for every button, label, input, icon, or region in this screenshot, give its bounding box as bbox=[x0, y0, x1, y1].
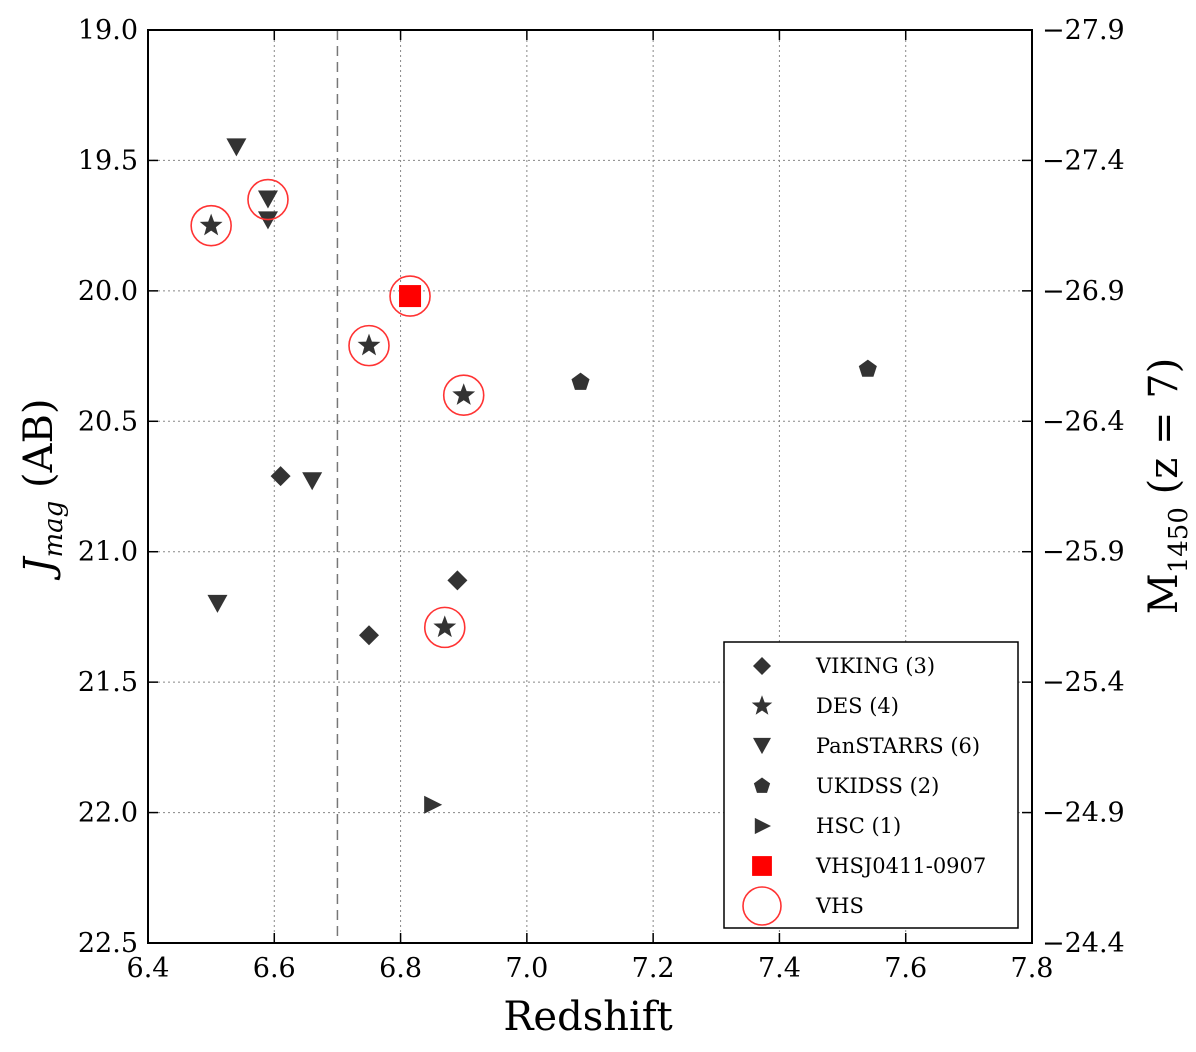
y2-tick-label: −27.9 bbox=[1042, 15, 1125, 46]
legend-marker-des bbox=[751, 695, 773, 715]
des-point bbox=[357, 333, 381, 356]
vhs-point bbox=[423, 606, 466, 649]
viking-point bbox=[270, 466, 291, 487]
y2-tick-label: −27.4 bbox=[1042, 145, 1125, 176]
data-points bbox=[190, 138, 877, 814]
x-tick-label: 7.6 bbox=[884, 953, 927, 984]
y-tick-label: 19.5 bbox=[78, 145, 138, 176]
legend-marker-hsc bbox=[754, 817, 771, 835]
vhs-point bbox=[348, 324, 390, 367]
legend-label: DES (4) bbox=[816, 694, 899, 718]
vhs-point bbox=[389, 275, 431, 317]
y-tick-label: 19.0 bbox=[78, 15, 138, 46]
x-axis-label: Redshift bbox=[503, 994, 672, 1040]
des-point bbox=[452, 383, 476, 405]
plot-frame bbox=[147, 29, 1033, 944]
x-tick-label: 6.4 bbox=[127, 953, 170, 984]
hsc-point bbox=[424, 795, 443, 814]
y2-axis-label-main: M bbox=[1141, 573, 1187, 614]
legend-marker-vhsj0411-0907 bbox=[752, 856, 772, 876]
legend-label: VHSJ0411-0907 bbox=[815, 854, 986, 878]
x-tick-label: 7.4 bbox=[758, 953, 801, 984]
legend-marker-viking bbox=[753, 657, 771, 675]
x-tick-label: 6.8 bbox=[379, 953, 422, 984]
x-tick-label: 6.6 bbox=[253, 953, 296, 984]
ukidss-point bbox=[571, 372, 590, 390]
legend-marker-vhs bbox=[742, 886, 782, 926]
y2-tick-label: −25.9 bbox=[1042, 537, 1125, 568]
viking-point bbox=[447, 570, 468, 591]
des-point bbox=[433, 615, 457, 638]
y-tick-label: 21.0 bbox=[78, 537, 138, 568]
y-axis-label: Jmag (AB) bbox=[16, 398, 69, 580]
y-tick-label: 21.5 bbox=[78, 667, 138, 698]
y-axis-label-suffix: (AB) bbox=[16, 398, 62, 500]
y-tick-label: 20.5 bbox=[78, 406, 138, 437]
y-tick-label: 22.5 bbox=[78, 928, 138, 959]
ukidss-point bbox=[858, 359, 877, 377]
legend-label: VHS bbox=[815, 894, 864, 918]
y2-tick-label: −24.4 bbox=[1042, 928, 1125, 959]
legend-marker-panstarrs bbox=[753, 737, 771, 755]
viking-point bbox=[359, 625, 379, 646]
vhsj0411-0907-point bbox=[399, 285, 422, 308]
y-axis-label-main: J bbox=[16, 556, 62, 581]
legend-label: UKIDSS (2) bbox=[816, 774, 939, 798]
vhs-point bbox=[247, 178, 289, 221]
panstarrs-point bbox=[207, 594, 228, 613]
axis-ticks: 6.4 6.6 6.8 7.0 7.2 7.4 7.6 7.8 19.0 −27.9 19.5 −27… bbox=[78, 15, 1125, 984]
y2-axis-label-suffix: (z = 7) bbox=[1141, 358, 1187, 507]
legend-label: HSC (1) bbox=[816, 814, 901, 838]
legend-label: VIKING (3) bbox=[815, 654, 935, 678]
y2-tick-label: −26.9 bbox=[1042, 276, 1125, 307]
y2-tick-label: −24.9 bbox=[1042, 798, 1125, 829]
y2-tick-label: −26.4 bbox=[1042, 406, 1125, 437]
panstarrs-point bbox=[257, 211, 278, 230]
des-point bbox=[199, 213, 223, 236]
panstarrs-point bbox=[226, 138, 247, 157]
y2-axis-label-sub: 1450 bbox=[1164, 507, 1194, 573]
y2-tick-label: −25.4 bbox=[1042, 667, 1125, 698]
y-tick-label: 22.0 bbox=[78, 798, 138, 829]
legend: VIKING (3) DES (4) PanSTARRS (6) UKIDSS (2)… bbox=[723, 641, 1019, 929]
vhs-point bbox=[190, 204, 232, 247]
vhs-point bbox=[442, 374, 485, 417]
x-tick-label: 7.2 bbox=[632, 953, 675, 984]
panstarrs-point bbox=[257, 190, 278, 209]
x-tick-label: 7.0 bbox=[505, 953, 548, 984]
legend-box bbox=[723, 641, 1019, 929]
y-tick-label: 20.0 bbox=[78, 276, 138, 307]
legend-marker-ukidss bbox=[753, 777, 771, 793]
y2-axis-label: M1450 (z = 7) bbox=[1141, 358, 1194, 615]
x-tick-label: 7.8 bbox=[1011, 953, 1054, 984]
y-axis-label-sub: mag bbox=[39, 501, 69, 558]
legend-label: PanSTARRS (6) bbox=[816, 734, 980, 758]
panstarrs-point bbox=[302, 472, 323, 491]
